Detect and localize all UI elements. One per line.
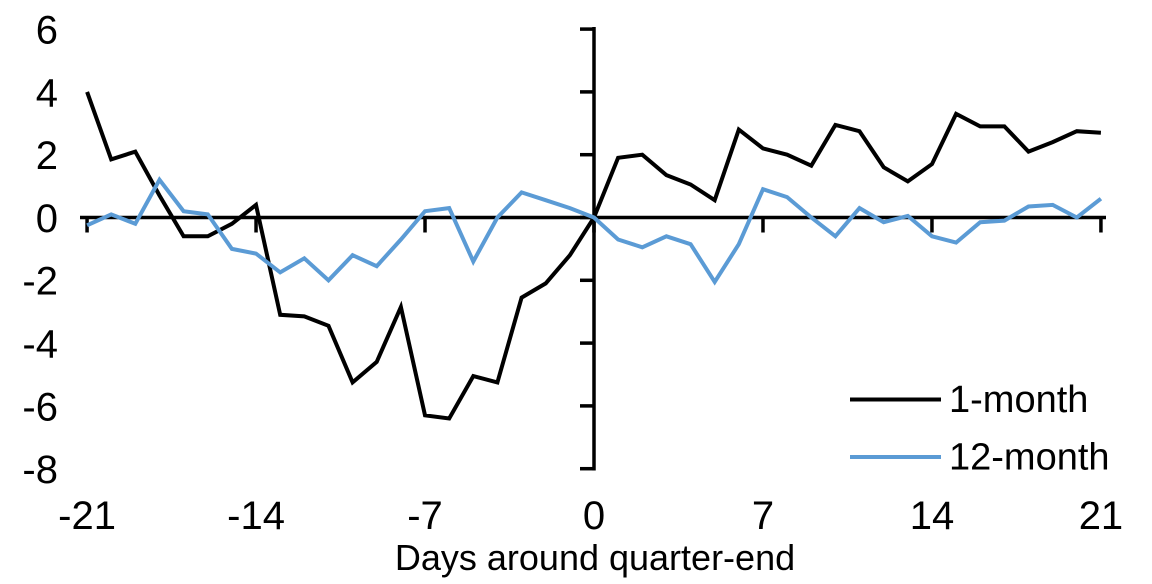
y-tick-label: -4 <box>22 323 58 367</box>
y-tick-label: 4 <box>36 71 58 115</box>
x-tick-label: -21 <box>58 494 116 538</box>
legend-1-month-label: 1-month <box>949 379 1088 421</box>
y-axis-ticks <box>580 27 594 471</box>
x-tick-label: 21 <box>1079 494 1124 538</box>
y-tick-label: 2 <box>36 134 58 178</box>
x-tick-label: -7 <box>407 494 443 538</box>
y-tick-label: 6 <box>36 9 58 53</box>
y-tick-label: -8 <box>22 448 58 492</box>
legend-12-month-label: 12-month <box>949 437 1110 479</box>
x-axis-title: Days around quarter-end <box>395 537 795 578</box>
y-axis-tick-labels: 6 4 2 0 -2 -4 -6 -8 <box>22 9 58 493</box>
y-tick-label: -2 <box>22 260 58 304</box>
x-axis-tick-labels: -21 -14 -7 0 7 14 21 <box>58 494 1123 538</box>
x-tick-label: 14 <box>910 494 955 538</box>
legend: 1-month 12-month <box>850 379 1110 479</box>
x-tick-label: 7 <box>752 494 774 538</box>
y-tick-label: 0 <box>36 197 58 241</box>
y-tick-label: -6 <box>22 385 58 429</box>
x-tick-label: 0 <box>583 494 605 538</box>
series-12-month-line <box>86 176 1103 286</box>
x-tick-label: -14 <box>227 494 285 538</box>
